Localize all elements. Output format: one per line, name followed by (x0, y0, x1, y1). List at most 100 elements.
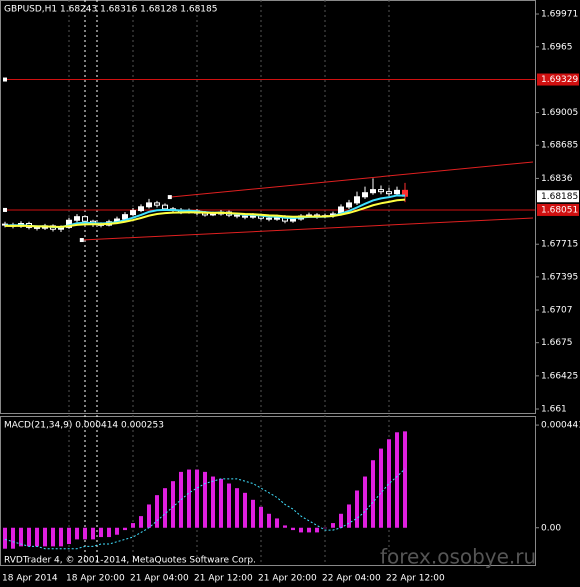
macd-bar (243, 492, 247, 528)
macd-bar (299, 527, 303, 533)
horizontal-line-anchor (3, 207, 7, 212)
macd-bar (139, 516, 143, 528)
y-tick-label: 1.6965 (541, 42, 573, 52)
x-tick-label: 22 Apr 12:00 (386, 574, 445, 584)
moving-average (4, 198, 406, 228)
candle-body (266, 217, 272, 220)
macd-bar (27, 527, 31, 547)
macd-bar (347, 504, 351, 528)
candle-body (386, 191, 392, 195)
candle-body (362, 192, 368, 198)
candle-body (138, 206, 144, 212)
macd-bar (275, 518, 279, 528)
y-tick-label: 1.6675 (541, 338, 573, 348)
x-tick-label: 18 Apr 20:00 (66, 574, 125, 584)
x-tick-label: 22 Apr 04:00 (322, 574, 381, 584)
candle-body (130, 210, 136, 216)
macd-bar (259, 506, 263, 528)
trendline (169, 161, 534, 198)
macd-bar (307, 527, 311, 533)
macd-bar (379, 448, 383, 528)
current-price-box (537, 190, 579, 203)
candle-body (346, 202, 352, 208)
candle-body (146, 202, 152, 208)
macd-bar (323, 527, 327, 529)
macd-bar (315, 527, 319, 533)
macd-bar (19, 527, 23, 547)
price-label: 1.69329 (541, 75, 578, 85)
macd-bar (179, 471, 183, 528)
macd-bar (355, 490, 359, 528)
candle-body (210, 213, 216, 216)
trendline-anchor (167, 195, 172, 200)
trendline (81, 217, 534, 241)
macd-bar (91, 527, 95, 540)
candle-body (402, 189, 408, 197)
candle-body (74, 216, 80, 221)
macd-y-tick-label: 0.00 (541, 523, 561, 533)
y-tick-label: 1.6707 (541, 306, 573, 316)
macd-bar (123, 527, 127, 531)
macd-bar (211, 476, 215, 528)
candle-body (234, 214, 240, 217)
macd-label: MACD(21,34,9) 0.000414 0.000253 (4, 421, 164, 431)
candle-body (242, 215, 248, 218)
y-tick-label: 1.66425 (541, 371, 578, 381)
copyright: RVDTrader 4, © 2001-2014, MetaQuotes Sof… (4, 556, 256, 566)
price-label-box (537, 203, 579, 216)
price-label: 1.68051 (541, 205, 578, 215)
price-label-box (537, 73, 579, 86)
x-tick-label: 21 Apr 20:00 (258, 574, 317, 584)
macd-bar (235, 488, 239, 528)
y-tick-label: 1.6836 (541, 174, 573, 184)
macd-bar (155, 495, 159, 528)
macd-bar (3, 527, 7, 549)
macd-bar (283, 525, 287, 528)
candle-body (354, 196, 360, 204)
current-price-label: 1.68185 (541, 192, 578, 202)
macd-signal (4, 468, 406, 550)
macd-bar (387, 439, 391, 528)
candle-body (370, 189, 376, 194)
chart-title: GBPUSD,H1 1.68243 1.68316 1.68128 1.6818… (4, 5, 217, 15)
candle-body (122, 214, 128, 220)
macd-bar (219, 478, 223, 528)
x-tick-label: 18 Apr 2014 (2, 574, 58, 584)
macd-bar (131, 523, 135, 528)
macd-bar (395, 432, 399, 528)
macd-panel-frame (0, 416, 536, 566)
macd-bar (67, 527, 71, 545)
y-tick-label: 1.69971 (541, 10, 578, 20)
x-tick-label: 21 Apr 04:00 (130, 574, 189, 584)
macd-bar (267, 513, 271, 528)
macd-bar (115, 527, 119, 535)
candle-body (154, 202, 160, 206)
macd-bar (59, 527, 63, 547)
y-tick-label: 1.67395 (541, 272, 578, 282)
macd-bar (227, 483, 231, 528)
macd-bar (363, 476, 367, 528)
watermark: forex.osobye.ru (380, 545, 536, 569)
macd-bar (107, 527, 111, 538)
macd-bar (99, 527, 103, 538)
macd-bar (371, 460, 375, 528)
y-tick-label: 1.661 (541, 405, 567, 415)
macd-bar (11, 527, 15, 549)
macd-bar (35, 527, 39, 547)
macd-bar (147, 504, 151, 528)
x-tick-label: 21 Apr 12:00 (194, 574, 253, 584)
macd-bar (331, 523, 335, 528)
macd-bar (83, 527, 87, 540)
y-tick-label: 1.68685 (541, 141, 578, 151)
candle-body (162, 204, 168, 210)
macd-bar (187, 469, 191, 528)
macd-bar (195, 469, 199, 528)
macd-bar (203, 471, 207, 528)
macd-bar (163, 488, 167, 528)
macd-bar (403, 431, 407, 528)
macd-bar (171, 481, 175, 528)
macd-bar (51, 527, 55, 547)
trendline-anchor (79, 238, 84, 243)
